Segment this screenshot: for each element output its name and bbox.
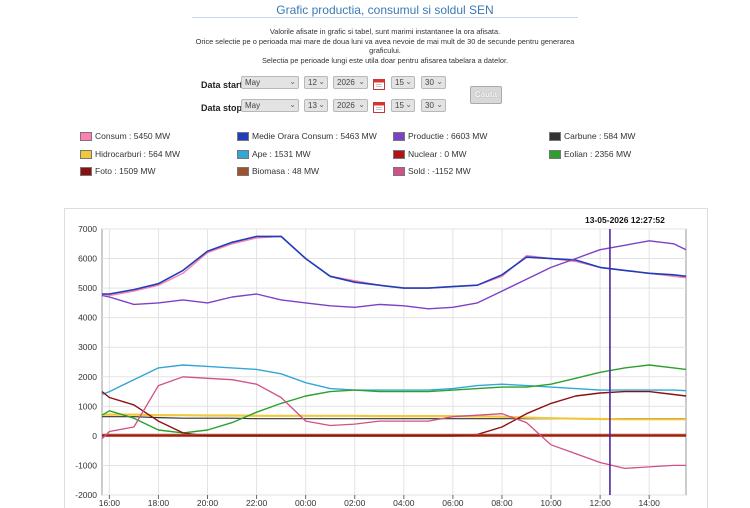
title-divider	[192, 17, 578, 18]
info-note-line-3: Selectia pe perioade lungi este utila do…	[261, 55, 509, 65]
cursor-timestamp: 13-05-2026 12:27:52	[585, 215, 665, 225]
legend-label: Ape : 1531 MW	[252, 149, 311, 159]
legend-label: Consum : 5450 MW	[95, 131, 171, 141]
legend-swatch	[393, 132, 405, 141]
start-day-select[interactable]: 12 ⌄	[304, 76, 328, 89]
chevron-down-icon: ⌄	[405, 77, 412, 86]
start-hour-value: 15	[395, 78, 404, 87]
chevron-down-icon: ⌄	[405, 100, 412, 109]
start-year-select[interactable]: 2026 ⌄	[333, 76, 368, 89]
legend-swatch	[393, 150, 405, 159]
info-note-line-1: Valorile afisate in grafic si tabel, sun…	[269, 27, 501, 36]
chevron-down-icon: ⌄	[436, 77, 443, 86]
stop-hour-value: 15	[395, 101, 404, 110]
start-day-value: 12	[308, 78, 317, 87]
legend-label: Eolian : 2356 MW	[564, 149, 632, 159]
legend-swatch	[80, 132, 92, 141]
legend-swatch	[80, 167, 92, 176]
start-date-label: Data start	[201, 80, 243, 90]
stop-hour-select[interactable]: 15 ⌄	[391, 99, 415, 112]
legend-label: Nuclear : 0 MW	[408, 149, 467, 159]
legend-label: Sold : -1152 MW	[408, 166, 471, 176]
calendar-icon[interactable]	[373, 78, 385, 90]
legend-swatch	[393, 167, 405, 176]
legend-swatch	[549, 132, 561, 141]
info-note-line-2: Orice selectie pe o perioada mai mare de…	[195, 36, 575, 56]
stop-day-value: 13	[308, 101, 317, 110]
start-minute-value: 30	[425, 78, 434, 87]
chevron-down-icon: ⌄	[436, 100, 443, 109]
legend-swatch	[549, 150, 561, 159]
info-note: Valorile afisate in grafic si tabel, sun…	[190, 27, 580, 65]
legend-label: Medie Orara Consum : 5463 MW	[252, 131, 377, 141]
chevron-down-icon: ⌄	[358, 77, 365, 86]
start-month-select[interactable]: May ⌄	[241, 76, 299, 89]
stop-year-select[interactable]: 2026 ⌄	[333, 99, 368, 112]
stop-year-value: 2026	[337, 101, 355, 110]
stop-day-select[interactable]: 13 ⌄	[304, 99, 328, 112]
legend-label: Productie : 6603 MW	[408, 131, 488, 141]
legend-swatch	[237, 167, 249, 176]
start-year-value: 2026	[337, 78, 355, 87]
legend-swatch	[237, 150, 249, 159]
legend-swatch	[237, 132, 249, 141]
stop-minute-select[interactable]: 30 ⌄	[421, 99, 446, 112]
start-hour-select[interactable]: 15 ⌄	[391, 76, 415, 89]
chevron-down-icon: ⌄	[289, 77, 296, 86]
chevron-down-icon: ⌄	[318, 77, 325, 86]
start-minute-select[interactable]: 30 ⌄	[421, 76, 446, 89]
chevron-down-icon: ⌄	[358, 100, 365, 109]
stop-date-label: Data stop	[201, 103, 243, 113]
chart-panel	[64, 208, 708, 508]
calendar-icon[interactable]	[373, 101, 385, 113]
legend-label: Biomasa : 48 MW	[252, 166, 320, 176]
stop-month-value: May	[245, 101, 261, 110]
legend-swatch	[80, 150, 92, 159]
stop-month-select[interactable]: May ⌄	[241, 99, 299, 112]
start-month-value: May	[245, 78, 261, 87]
legend-label: Foto : 1509 MW	[95, 166, 156, 176]
search-button[interactable]: Cauta	[470, 86, 502, 104]
legend-label: Hidrocarburi : 564 MW	[95, 149, 181, 159]
stop-minute-value: 30	[425, 101, 434, 110]
page-title: Grafic productia, consumul si soldul SEN	[276, 3, 494, 17]
chevron-down-icon: ⌄	[318, 100, 325, 109]
chevron-down-icon: ⌄	[289, 100, 296, 109]
legend-label: Carbune : 584 MW	[564, 131, 636, 141]
